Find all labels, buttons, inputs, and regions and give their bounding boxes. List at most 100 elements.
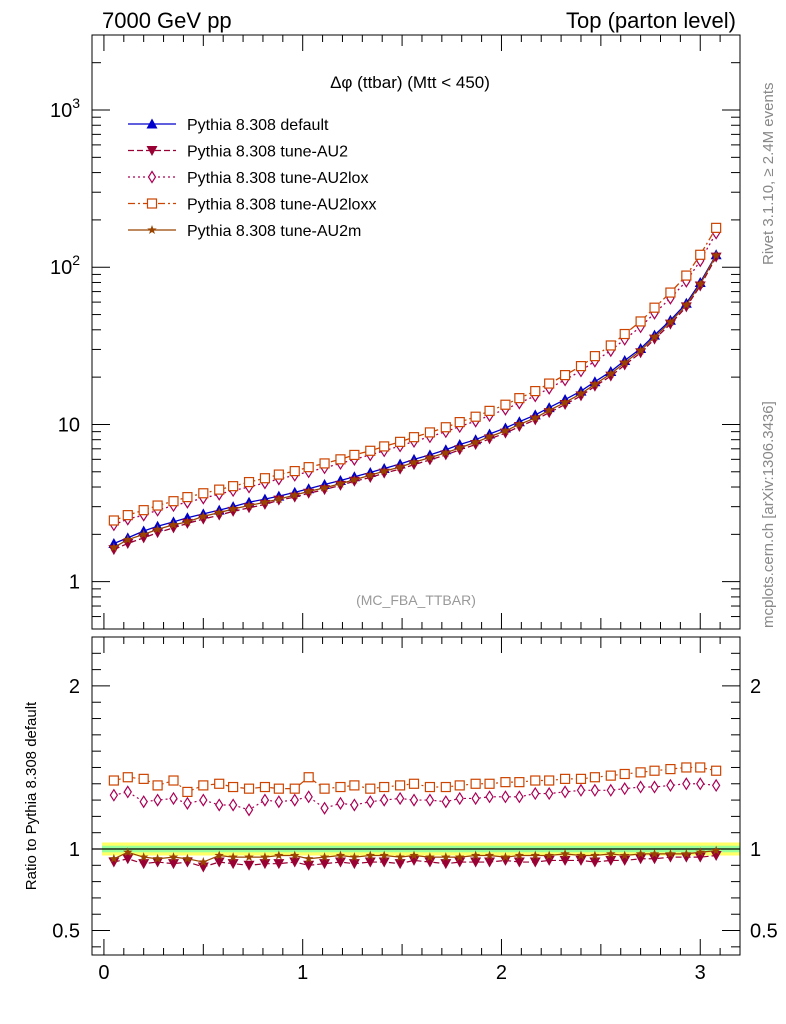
ratio-point <box>606 848 616 858</box>
ratio-point <box>213 857 225 868</box>
legend-marker <box>146 198 158 209</box>
ratio-point <box>425 793 435 807</box>
ratio-point <box>454 780 465 791</box>
ratio-point <box>470 850 481 860</box>
x-tick-label: 1 <box>297 962 308 984</box>
ratio-point <box>379 850 389 860</box>
ratio-point <box>501 790 510 804</box>
ratio-point <box>109 788 119 802</box>
ratio-point <box>500 777 511 788</box>
x-tick-label: 3 <box>695 962 706 984</box>
ratio-point <box>379 781 390 793</box>
data-point <box>440 422 451 433</box>
data-point <box>635 345 646 355</box>
ratio-point <box>529 857 541 868</box>
ratio-point <box>319 852 330 862</box>
ratio-panel-axes: 0.5 0.5 1 1 2 2 0 1 2 3 <box>52 637 778 984</box>
ratio-point <box>244 803 254 817</box>
ratio-point <box>408 778 420 789</box>
ratio-point <box>214 778 225 789</box>
ratio-point <box>273 783 284 794</box>
data-point <box>303 486 314 496</box>
legend-entry-au2loxx: Pythia 8.308 tune-AU2loxx <box>128 197 376 214</box>
data-point <box>335 454 346 465</box>
ratio-point <box>514 850 525 860</box>
ratio-point <box>544 850 554 860</box>
data-point <box>514 393 525 404</box>
ratio-point <box>440 781 451 793</box>
ratio-point <box>470 857 482 868</box>
ratio-point <box>215 798 224 812</box>
data-point <box>470 437 481 447</box>
ratio-point <box>499 855 511 866</box>
legend-label: Pythia 8.308 default <box>187 117 329 134</box>
data-point <box>530 385 541 397</box>
ratio-line-au2lox <box>113 783 717 811</box>
y-tick-label-right: 1 <box>750 839 761 861</box>
ratio-point <box>228 852 238 862</box>
data-point <box>590 379 600 389</box>
ratio-point <box>665 763 676 775</box>
data-point <box>152 524 163 534</box>
data-point <box>123 534 133 544</box>
ratio-point <box>576 783 586 797</box>
ratio-point <box>364 857 376 868</box>
ratio-point <box>665 848 676 858</box>
data-point <box>514 419 525 429</box>
data-point <box>152 500 163 511</box>
main-panel-frame <box>91 34 741 630</box>
legend-entry-default: Pythia 8.308 default <box>128 117 329 134</box>
ratio-point <box>334 857 346 868</box>
ratio-y-axis-label: Ratio to Pythia 8.308 default <box>23 701 40 890</box>
ratio-point <box>169 791 178 806</box>
ratio-point <box>605 770 616 781</box>
data-point <box>182 492 193 503</box>
ratio-point <box>289 850 300 860</box>
ratio-point <box>470 778 481 789</box>
data-point <box>109 542 119 552</box>
data-point <box>500 399 511 410</box>
ratio-point <box>260 793 270 807</box>
data-point <box>544 378 555 389</box>
analysis-watermark: (MC_FBA_TTBAR) <box>356 592 476 608</box>
ratio-point <box>290 793 299 807</box>
y-tick-label: 10 <box>58 414 80 436</box>
data-point <box>108 515 119 526</box>
ratio-point <box>544 786 554 801</box>
data-point <box>441 447 451 457</box>
ratio-point <box>635 848 646 858</box>
series-line-au2lox <box>113 232 717 526</box>
data-point <box>499 428 511 439</box>
data-point <box>182 516 193 526</box>
ratio-point <box>244 852 254 862</box>
ratio-point <box>590 783 600 797</box>
series-default <box>108 249 722 548</box>
ratio-point <box>109 853 119 863</box>
data-point <box>273 469 284 480</box>
ratio-point <box>289 783 300 794</box>
data-point <box>543 408 555 419</box>
ratio-point <box>336 796 345 810</box>
main-panel-axes: 1 10 102 103 <box>50 34 741 630</box>
ratio-point <box>531 786 540 801</box>
ratio-point <box>259 859 271 870</box>
ratio-point <box>274 850 284 860</box>
ratio-point <box>152 857 164 868</box>
ratio-point <box>260 852 270 862</box>
data-point <box>138 505 149 516</box>
ratio-point <box>559 855 571 866</box>
header-right-label: Top (parton level) <box>566 8 736 33</box>
ratio-point <box>138 852 149 862</box>
ratio-point <box>543 855 555 866</box>
ratio-point <box>530 850 541 860</box>
ratio-point <box>108 857 120 868</box>
data-point <box>214 484 225 495</box>
data-point <box>635 348 647 359</box>
ratio-point <box>560 785 570 799</box>
ratio-point <box>409 793 419 807</box>
ratio-point <box>454 852 465 862</box>
legend-marker <box>147 170 157 184</box>
data-point <box>576 388 586 398</box>
ratio-point <box>409 850 419 860</box>
data-point <box>635 316 646 327</box>
